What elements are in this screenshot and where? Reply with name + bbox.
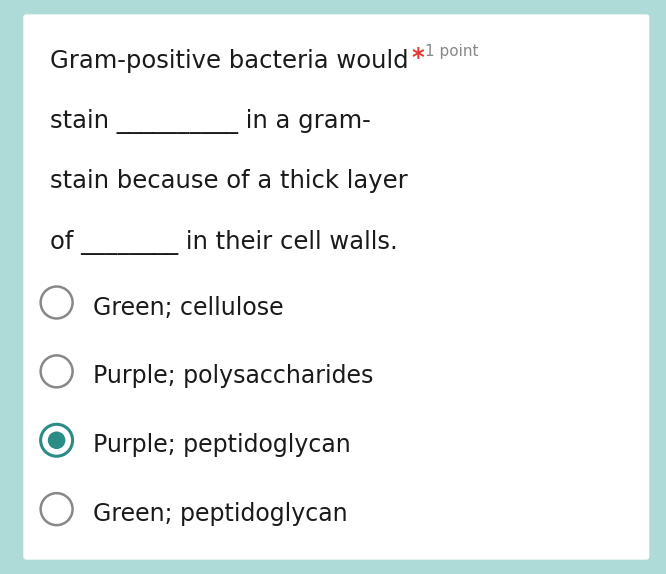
Text: stain __________ in a gram-: stain __________ in a gram- bbox=[50, 109, 371, 134]
Ellipse shape bbox=[41, 355, 73, 387]
Text: Gram-positive bacteria would: Gram-positive bacteria would bbox=[50, 49, 408, 73]
Text: *: * bbox=[412, 46, 424, 70]
Text: stain because of a thick layer: stain because of a thick layer bbox=[50, 169, 408, 193]
Text: 1 point: 1 point bbox=[425, 44, 478, 59]
Ellipse shape bbox=[48, 432, 65, 449]
Text: Green; peptidoglycan: Green; peptidoglycan bbox=[93, 502, 348, 526]
Ellipse shape bbox=[41, 424, 73, 456]
Text: Green; cellulose: Green; cellulose bbox=[93, 296, 284, 320]
Text: Purple; polysaccharides: Purple; polysaccharides bbox=[93, 364, 374, 389]
FancyBboxPatch shape bbox=[23, 14, 649, 560]
Text: of ________ in their cell walls.: of ________ in their cell walls. bbox=[50, 230, 398, 255]
Ellipse shape bbox=[41, 493, 73, 525]
Text: Purple; peptidoglycan: Purple; peptidoglycan bbox=[93, 433, 351, 457]
Ellipse shape bbox=[41, 286, 73, 319]
